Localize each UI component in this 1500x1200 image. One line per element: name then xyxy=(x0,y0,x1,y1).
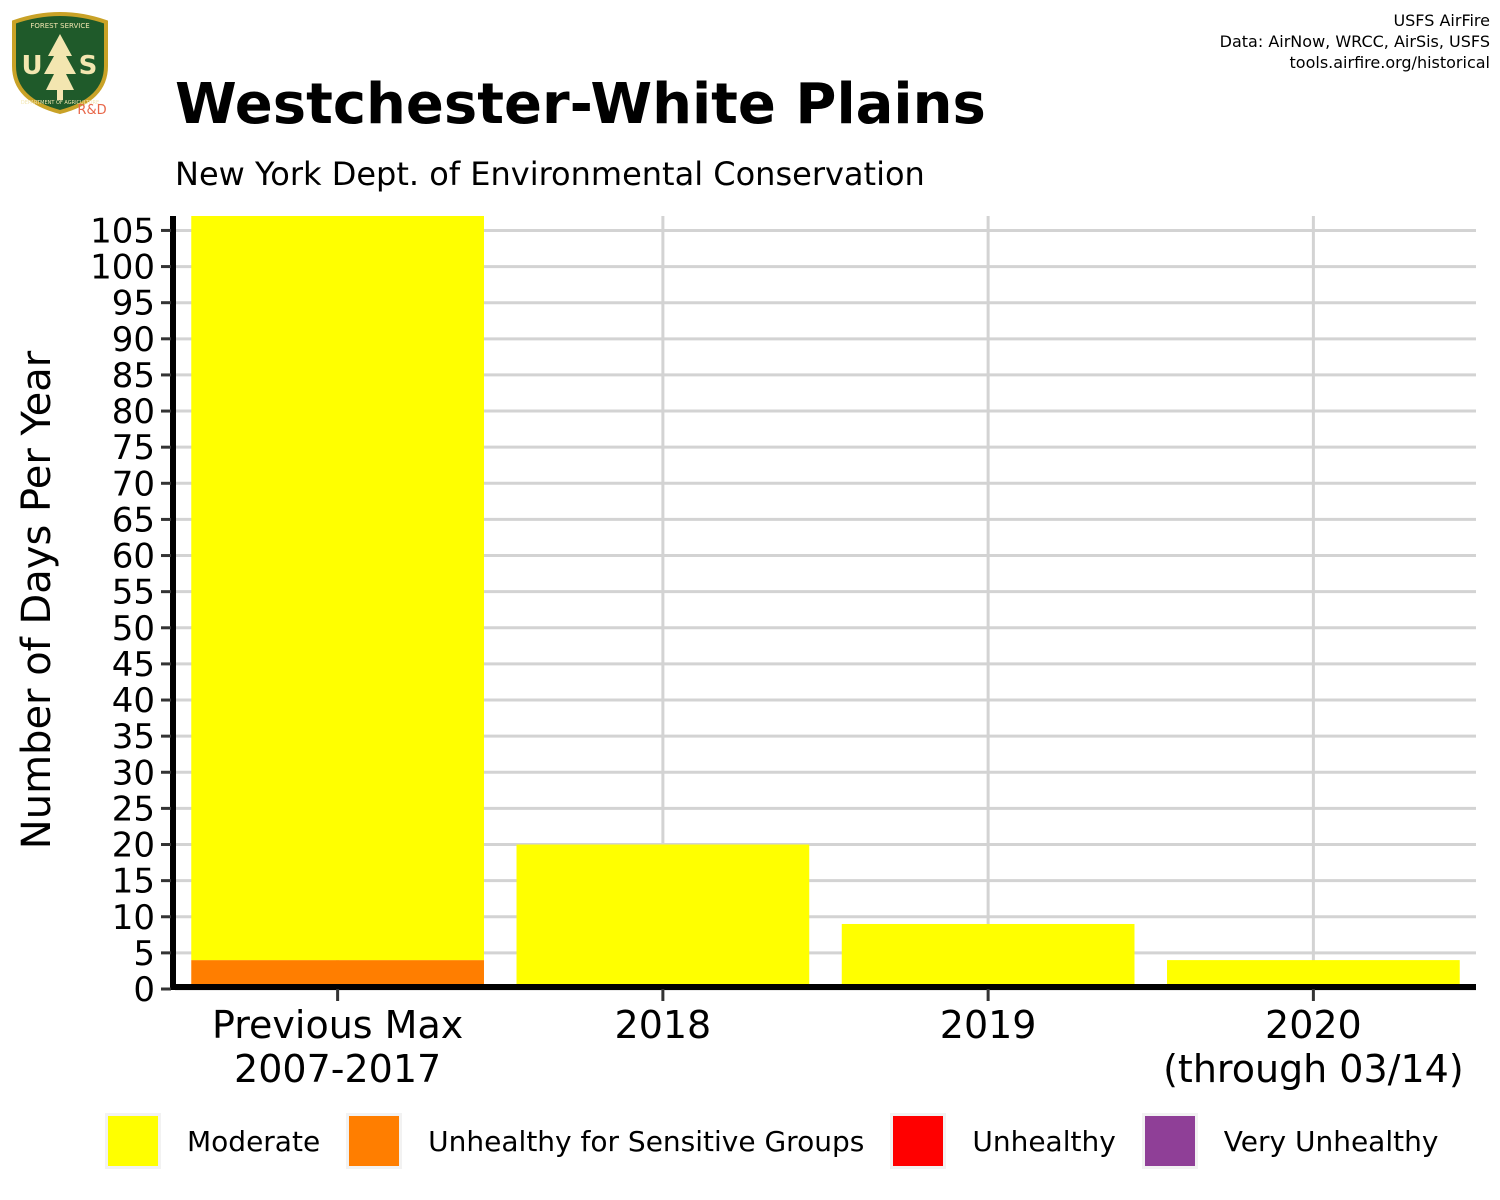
y-tick-label: 95 xyxy=(112,284,155,324)
tree-icon xyxy=(44,34,76,90)
x-tick-label: (through 03/14) xyxy=(1163,1047,1464,1091)
legend-swatch xyxy=(105,1113,161,1169)
y-tick-label: 35 xyxy=(112,717,155,757)
y-tick-label: 55 xyxy=(112,573,155,613)
y-tick-label: 5 xyxy=(133,934,155,974)
legend-swatch xyxy=(1141,1113,1198,1169)
legend-label: Unhealthy for Sensitive Groups xyxy=(428,1124,865,1158)
legend-item: Unhealthy for Sensitive Groups xyxy=(346,1113,864,1169)
y-tick-label: 20 xyxy=(112,826,155,866)
legend-item: Moderate xyxy=(105,1113,320,1169)
legend-label: Moderate xyxy=(187,1124,321,1158)
legend-label: Very Unhealthy xyxy=(1223,1124,1439,1158)
bar-segment xyxy=(841,923,1135,989)
x-tick-label: 2007-2017 xyxy=(234,1047,441,1091)
y-tick-label: 65 xyxy=(112,500,155,540)
x-tick-label: Previous Max xyxy=(212,1003,463,1047)
x-tick-label: 2019 xyxy=(940,1003,1037,1047)
y-tick-label: 45 xyxy=(112,645,155,685)
credit-line: Data: AirNow, WRCC, AirSis, USFS xyxy=(1219,32,1490,51)
chart-title: Westchester-White Plains xyxy=(175,72,986,137)
bar-segment xyxy=(516,844,810,989)
logo-sub: R&D xyxy=(77,103,106,118)
logo-initial-u: U xyxy=(21,51,42,81)
legend-swatch xyxy=(890,1113,947,1169)
logo-initial-s: S xyxy=(79,51,98,81)
credit-line: USFS AirFire xyxy=(1393,11,1490,30)
legend: Moderate Unhealthy for Sensitive Groups Un… xyxy=(105,1112,1464,1170)
y-tick-label: 75 xyxy=(112,428,155,468)
y-tick-label: 80 xyxy=(112,392,155,432)
x-tick-label: 2018 xyxy=(615,1003,712,1047)
y-tick-label: 85 xyxy=(112,356,155,396)
legend-swatch xyxy=(346,1113,403,1169)
y-tick-label: 30 xyxy=(112,753,155,793)
credits: USFS AirFire Data: AirNow, WRCC, AirSis,… xyxy=(1220,10,1490,73)
y-tick-label: 0 xyxy=(133,970,155,1010)
tree-trunk-icon xyxy=(57,90,63,100)
legend-item: Very Unhealthy xyxy=(1141,1113,1439,1169)
bar-segment xyxy=(191,216,484,961)
x-tick-label: 2020 xyxy=(1265,1003,1362,1047)
y-tick-label: 50 xyxy=(112,609,155,649)
legend-label: Unhealthy xyxy=(972,1124,1116,1158)
y-tick-label: 70 xyxy=(112,464,155,504)
logo-text-top: FOREST SERVICE xyxy=(30,22,89,30)
logo-text-bottom: DEPARTMENT OF AGRICULTURE xyxy=(21,100,99,106)
legend-item: Unhealthy xyxy=(890,1113,1116,1169)
y-tick-label: 90 xyxy=(112,320,155,360)
y-tick-label: 25 xyxy=(112,789,155,829)
y-tick-label: 40 xyxy=(112,681,155,721)
y-tick-label: 10 xyxy=(112,898,155,938)
y-tick-label: 105 xyxy=(90,211,155,251)
chart-subtitle: New York Dept. of Environmental Conserva… xyxy=(175,155,925,193)
forest-service-logo: U S FOREST SERVICE DEPARTMENT OF AGRICUL… xyxy=(12,12,108,118)
y-tick-label: 100 xyxy=(90,248,155,288)
y-tick-label: 60 xyxy=(112,537,155,577)
y-tick-label: 15 xyxy=(112,862,155,902)
credit-line: tools.airfire.org/historical xyxy=(1289,53,1490,72)
bar-chart: 0510152025303540455055606570758085909510… xyxy=(90,211,1476,1091)
